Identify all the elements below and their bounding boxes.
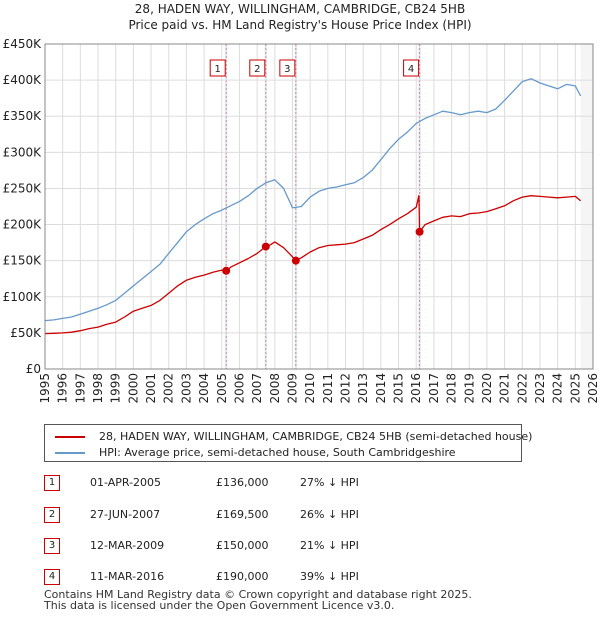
- legend: 28, HADEN WAY, WILLINGHAM, CAMBRIDGE, CB…: [44, 424, 532, 462]
- sale-label-box-4: [403, 59, 420, 77]
- sale-label-4: 4: [408, 64, 414, 75]
- chart-subtitle: Price paid vs. HM Land Registry's House …: [128, 18, 471, 32]
- chart-title: 28, HADEN WAY, WILLINGHAM, CAMBRIDGE, CB…: [135, 2, 465, 16]
- sale-number-badge: 2: [44, 507, 60, 523]
- sale-date: 27-JUN-2007: [90, 508, 161, 521]
- sale-hpi-diff: 27% ↓ HPI: [300, 476, 359, 489]
- x-tick-label: 2012: [339, 373, 353, 404]
- sale-hpi-diff: 39% ↓ HPI: [300, 570, 359, 583]
- x-tick-label: 2021: [498, 373, 512, 404]
- sale-number-badge: 3: [44, 538, 60, 554]
- x-tick-label: 2011: [321, 373, 335, 404]
- legend-swatch-property: [55, 436, 85, 438]
- y-tick-label: £350K: [3, 109, 43, 123]
- y-tick-label: £450K: [3, 37, 43, 51]
- sale-price: £150,000: [216, 539, 269, 552]
- sale-date: 11-MAR-2016: [90, 570, 165, 583]
- x-tick-label: 1998: [91, 373, 105, 404]
- sale-number-badge: 1: [44, 475, 60, 491]
- sale-point-1: [222, 266, 231, 275]
- x-tick-label: 2022: [515, 373, 529, 404]
- x-tick-label: 2001: [144, 373, 158, 404]
- sale-label-box-2: [249, 59, 266, 77]
- x-tick-label: 2007: [250, 373, 264, 404]
- y-tick-label: £0: [26, 362, 41, 376]
- x-tick-label: 2017: [427, 373, 441, 404]
- legend-swatch-hpi: [55, 452, 85, 454]
- sale-date: 01-APR-2005: [90, 476, 162, 489]
- forecast-region: [580, 44, 593, 369]
- plot-frame: [44, 43, 594, 370]
- footer-copyright: Contains HM Land Registry data © Crown c…: [44, 588, 472, 601]
- x-tick-label: 2025: [568, 373, 582, 404]
- x-tick-label: 1999: [109, 373, 123, 404]
- sale-label-box-3: [279, 59, 296, 77]
- x-tick-label: 2008: [268, 373, 282, 404]
- y-tick-label: £300K: [3, 145, 43, 159]
- x-tick-label: 2009: [285, 373, 299, 404]
- x-tick-label: 1997: [73, 373, 87, 404]
- table-row: 1 01-APR-2005 £136,000 27% ↓ HPI: [44, 475, 444, 491]
- hpi-line: [44, 78, 582, 322]
- table-row: 4 11-MAR-2016 £190,000 39% ↓ HPI: [44, 569, 444, 585]
- y-tick-label: £150K: [3, 254, 43, 268]
- sale-price: £136,000: [216, 476, 269, 489]
- sale-hpi-diff: 26% ↓ HPI: [300, 508, 359, 521]
- sale-band-3: [294, 44, 297, 369]
- y-tick-label: £100K: [3, 290, 43, 304]
- sale-price: £169,500: [216, 508, 269, 521]
- x-tick-label: 2018: [445, 373, 459, 404]
- sale-label-2: 2: [254, 64, 260, 75]
- sale-point-3: [291, 256, 300, 265]
- property-price-line: [44, 195, 582, 335]
- x-tick-label: 2020: [480, 373, 494, 404]
- y-tick-label: £400K: [3, 73, 43, 87]
- x-tick-label: 2014: [374, 373, 388, 404]
- x-tick-label: 2003: [179, 373, 193, 404]
- x-tick-label: 2000: [126, 373, 140, 404]
- table-row: 2 27-JUN-2007 £169,500 26% ↓ HPI: [44, 507, 444, 523]
- sale-band-2: [264, 44, 267, 369]
- x-tick-label: 2016: [409, 373, 423, 404]
- x-tick-label: 1996: [56, 373, 70, 404]
- x-tick-label: 2002: [162, 373, 176, 404]
- plot-area: 1 2 3 4 £0 £50K £100K £150K £200K £250K £300K £350K…: [3, 37, 600, 404]
- sale-band-1: [225, 44, 228, 369]
- sale-date: 12-MAR-2009: [90, 539, 165, 552]
- x-tick-label: 2013: [356, 373, 370, 404]
- table-row: 3 12-MAR-2009 £150,000 21% ↓ HPI: [44, 538, 444, 554]
- plot-background: [45, 44, 593, 369]
- sale-label-1: 1: [215, 64, 221, 75]
- x-tick-label: 2026: [586, 373, 600, 404]
- sale-label-3: 3: [284, 64, 290, 75]
- y-tick-label: £200K: [3, 218, 43, 232]
- footer-licence: This data is licensed under the Open Gov…: [44, 599, 395, 612]
- sale-point-2: [261, 242, 270, 251]
- x-tick-label: 2019: [462, 373, 476, 404]
- sale-point-4: [415, 227, 424, 236]
- x-tick-label: 1995: [38, 373, 52, 404]
- x-tick-label: 2006: [232, 373, 246, 404]
- sale-price: £190,000: [216, 570, 269, 583]
- y-tick-label: £50K: [10, 326, 42, 340]
- sale-label-box-1: [209, 59, 226, 77]
- y-tick-label: £250K: [3, 181, 43, 195]
- x-tick-label: 2015: [392, 373, 406, 404]
- sale-number-badge: 4: [44, 569, 60, 585]
- x-tick-label: 2005: [215, 373, 229, 404]
- footer: Contains HM Land Registry data © Crown c…: [44, 589, 472, 611]
- sale-hpi-diff: 21% ↓ HPI: [300, 539, 359, 552]
- x-tick-label: 2010: [303, 373, 317, 404]
- x-tick-label: 2024: [551, 373, 565, 404]
- x-tick-label: 2023: [533, 373, 547, 404]
- legend-label-hpi: HPI: Average price, semi-detached house,…: [99, 446, 456, 459]
- legend-label-property: 28, HADEN WAY, WILLINGHAM, CAMBRIDGE, CB…: [99, 430, 533, 443]
- x-tick-label: 2004: [197, 373, 211, 404]
